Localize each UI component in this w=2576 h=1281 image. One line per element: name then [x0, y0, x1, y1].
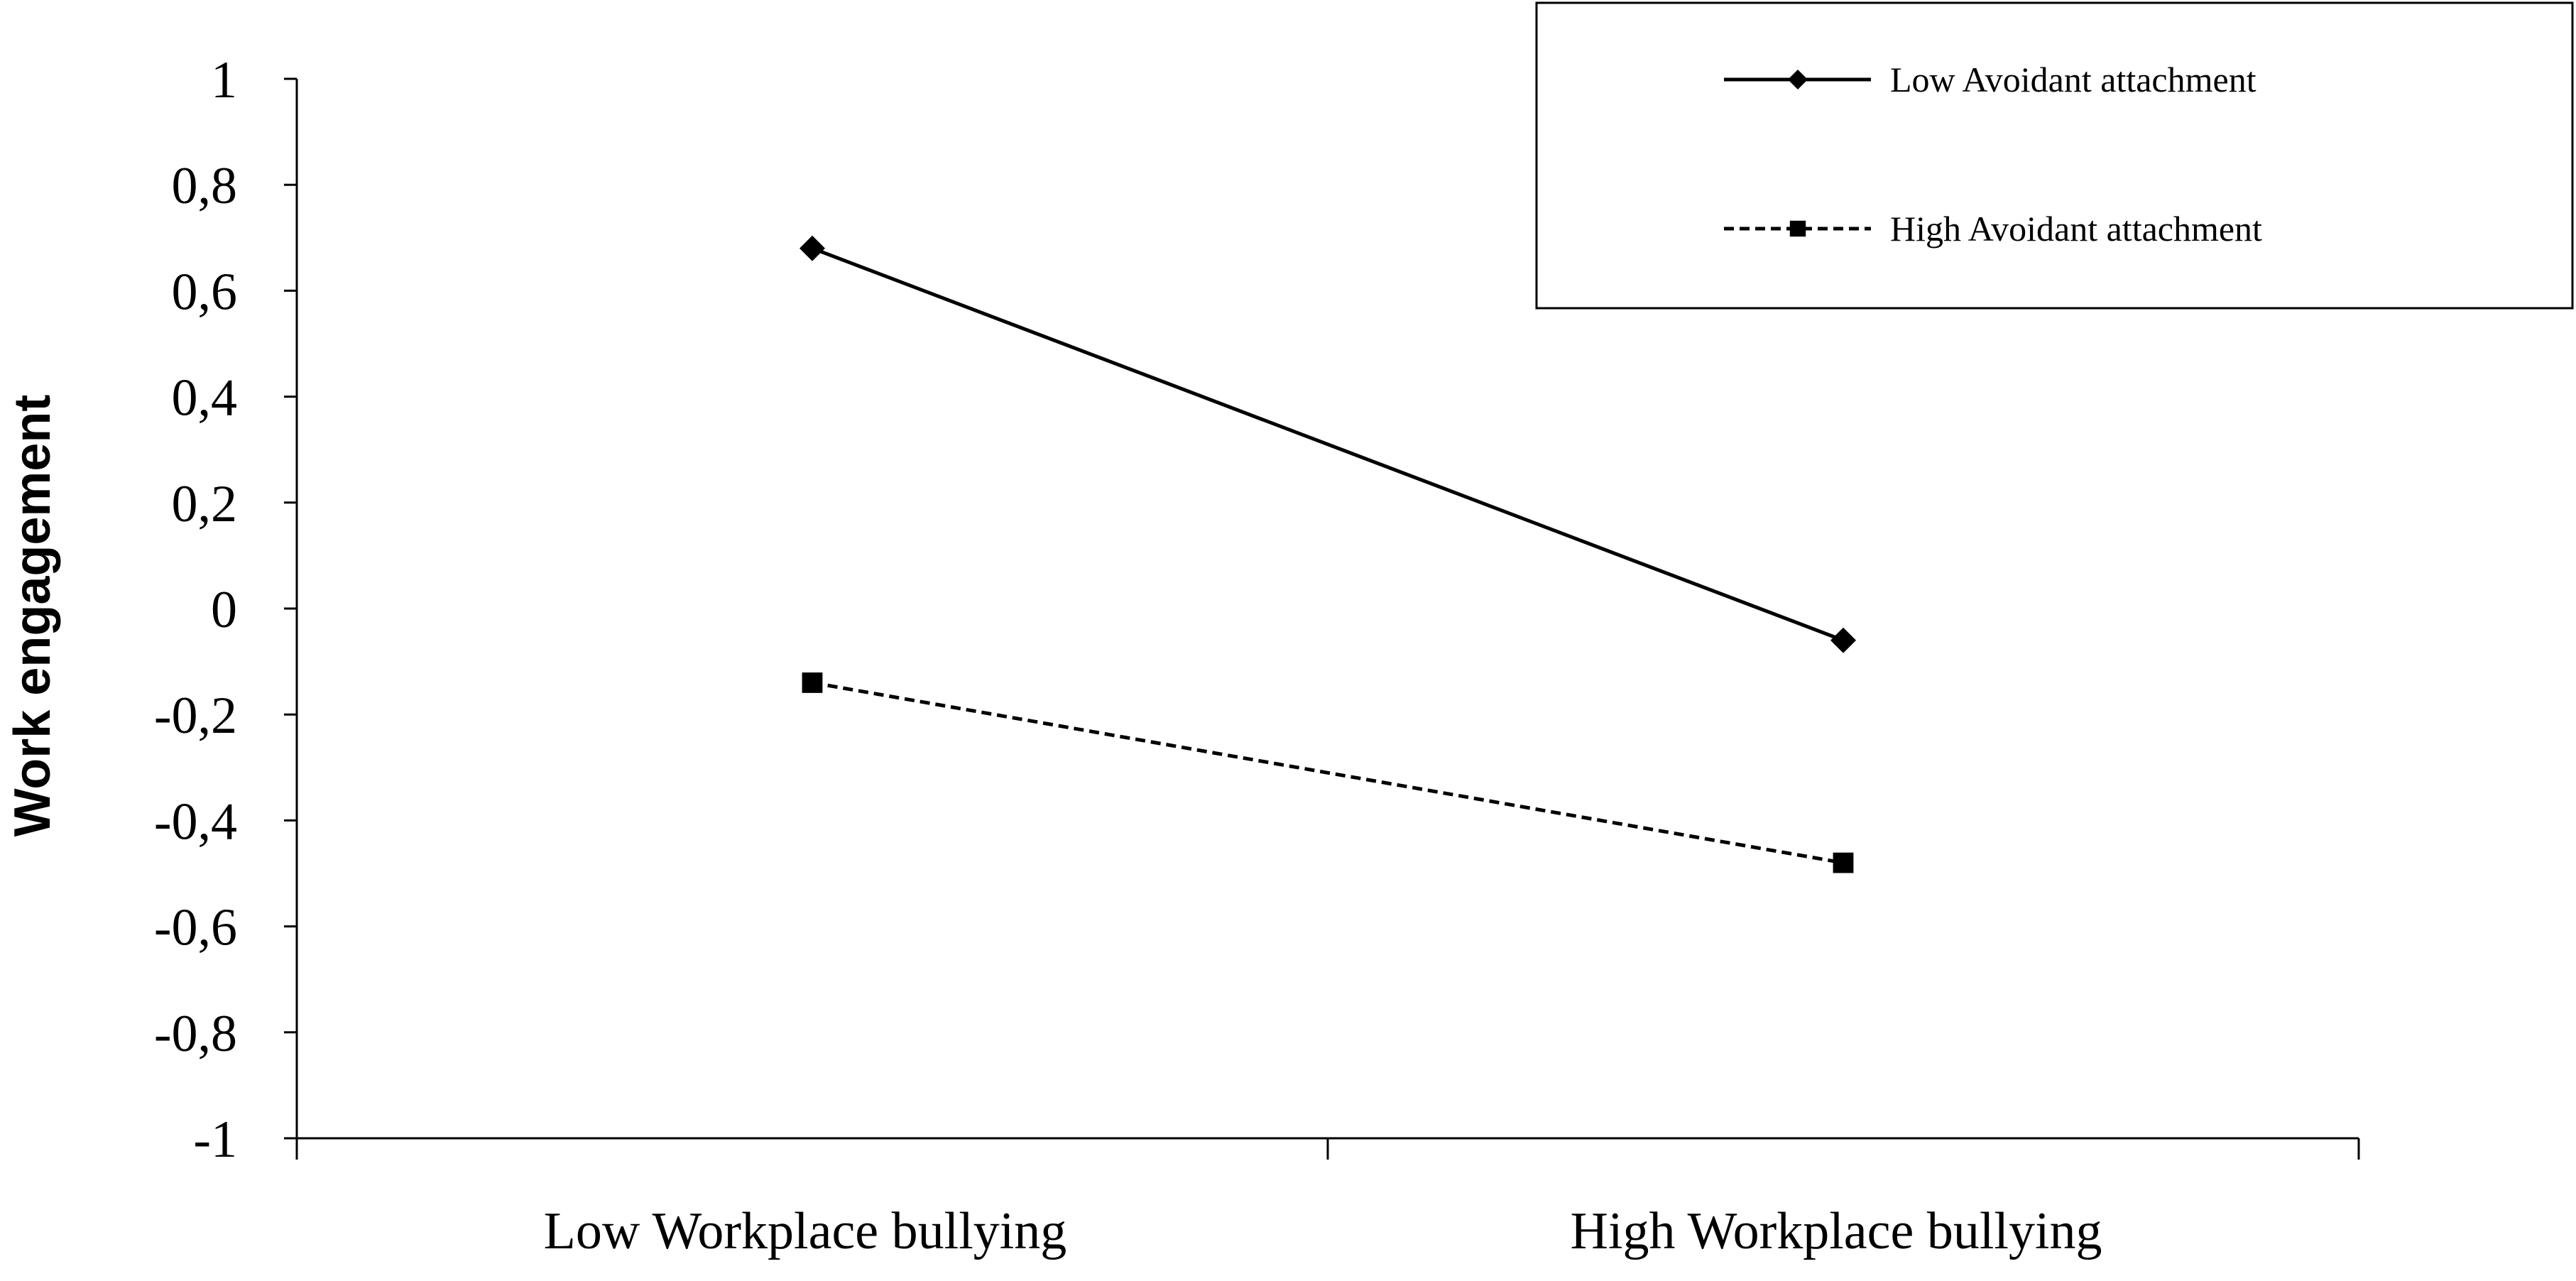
legend: Low Avoidant attachment High Avoidant att… [1535, 1, 2574, 310]
series-2 [802, 672, 1854, 873]
series-layer [799, 235, 1856, 873]
diamond-marker [1788, 70, 1808, 89]
series-line [812, 680, 1844, 865]
diamond-marker [1830, 627, 1856, 653]
y-tick-label: 0 [211, 581, 237, 639]
y-tick-label: -0,2 [154, 687, 237, 745]
series-line [812, 246, 1844, 643]
x-axis-ticks: Low Workplace bullying High Workplace bul… [295, 1138, 2360, 1260]
x-tick-label: High Workplace bullying [1571, 1202, 2102, 1260]
legend-box [1535, 1, 2574, 310]
y-tick-label: 0,8 [172, 157, 238, 215]
legend-item: High Avoidant attachment [1724, 209, 2262, 249]
y-tick-label: -1 [193, 1111, 237, 1169]
diamond-marker [799, 235, 825, 261]
y-axis-title: Work engagement [4, 395, 61, 837]
y-tick-label: 0,4 [172, 369, 238, 427]
y-tick-label: 0,2 [172, 475, 238, 533]
y-tick-label: -0,6 [154, 899, 237, 957]
legend-label: High Avoidant attachment [1890, 209, 2262, 249]
y-tick-label: -0,4 [154, 792, 237, 851]
square-marker [1833, 852, 1854, 873]
square-marker [802, 672, 823, 693]
square-marker [1789, 220, 1806, 237]
y-tick-label: 0,6 [172, 263, 238, 321]
legend-item: Low Avoidant attachment [1724, 60, 2256, 99]
y-tick-label: 1 [211, 51, 237, 109]
x-tick-label: Low Workplace bullying [544, 1202, 1067, 1260]
y-axis-ticks: 1 0,8 0,6 0,4 0,2 0 -0,2 -0,4 -0,6 -0,8 -1 [154, 51, 297, 1169]
legend-label: Low Avoidant attachment [1890, 60, 2256, 99]
series-1 [799, 235, 1856, 653]
y-tick-label: -0,8 [154, 1005, 237, 1063]
